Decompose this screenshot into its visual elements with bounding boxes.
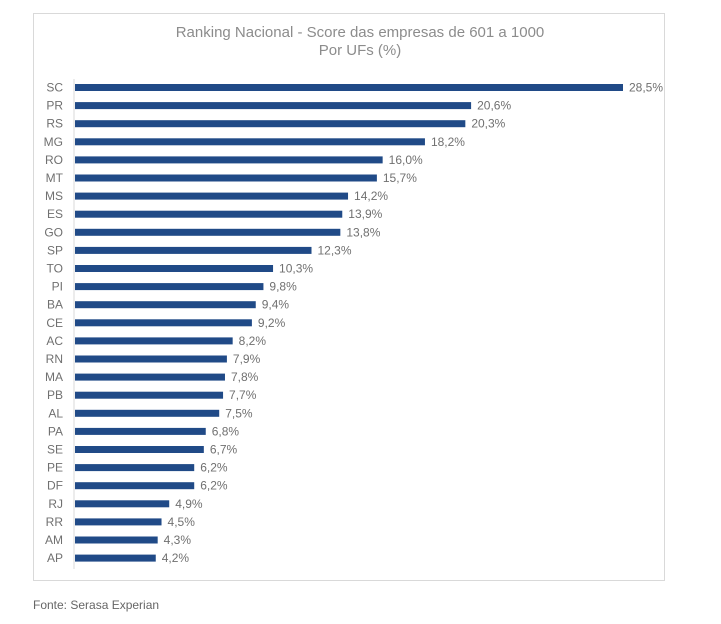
value-label-ba: 9,4% — [262, 298, 290, 312]
bar-df — [75, 482, 195, 490]
bar-al — [75, 409, 220, 417]
category-label-ap: AP — [47, 551, 63, 565]
bar-ce — [75, 319, 252, 327]
bar-pr — [75, 102, 472, 110]
value-label-es: 13,9% — [348, 207, 382, 221]
bar-rs — [75, 120, 466, 128]
bar-es — [75, 210, 343, 218]
value-label-pa: 6,8% — [212, 424, 240, 438]
category-label-al: AL — [48, 406, 63, 420]
source-note: Fonte: Serasa Experian — [33, 598, 160, 612]
bars-layer: SC 28,5% PR 20,6% RS 20,3% MG 18,2% RO 16,0% MT 15,… — [44, 81, 664, 566]
value-label-go: 13,8% — [346, 225, 380, 239]
category-label-go: GO — [44, 225, 63, 239]
category-label-ce: CE — [46, 316, 63, 330]
bar-chart: Ranking Nacional - Score das empresas de… — [44, 24, 664, 569]
category-label-ma: MA — [45, 370, 63, 384]
value-label-am: 4,3% — [164, 533, 192, 547]
bar-rj — [75, 500, 170, 508]
category-label-sc: SC — [46, 81, 63, 95]
category-label-to: TO — [47, 262, 63, 276]
category-label-es: ES — [47, 207, 63, 221]
value-label-df: 6,2% — [200, 479, 228, 493]
category-label-pi: PI — [52, 280, 63, 294]
category-label-ro: RO — [45, 153, 63, 167]
category-label-pb: PB — [47, 388, 63, 402]
value-label-to: 10,3% — [279, 262, 313, 276]
value-label-rn: 7,9% — [233, 352, 261, 366]
bar-rr — [75, 518, 162, 526]
value-label-ma: 7,8% — [231, 370, 259, 384]
chart-frame: Ranking Nacional - Score das empresas de… — [33, 13, 665, 581]
value-label-pi: 9,8% — [269, 280, 297, 294]
chart-title: Ranking Nacional - Score das empresas de… — [176, 24, 545, 41]
bar-sp — [75, 246, 312, 254]
category-label-rs: RS — [46, 117, 63, 131]
value-label-rj: 4,9% — [175, 497, 203, 511]
bar-rn — [75, 355, 227, 363]
category-label-mg: MG — [44, 135, 63, 149]
chart-subtitle: Por UFs (%) — [319, 42, 402, 59]
category-label-rj: RJ — [48, 497, 63, 511]
value-label-rr: 4,5% — [168, 515, 196, 529]
category-label-ba: BA — [47, 298, 63, 312]
bar-pi — [75, 283, 264, 291]
value-label-sc: 28,5% — [629, 81, 663, 95]
bar-ac — [75, 337, 233, 345]
category-label-sp: SP — [47, 243, 63, 257]
value-label-pb: 7,7% — [229, 388, 257, 402]
value-label-pr: 20,6% — [477, 99, 511, 113]
category-label-rr: RR — [46, 515, 64, 529]
bar-ro — [75, 156, 383, 164]
bar-se — [75, 446, 204, 453]
bar-pa — [75, 427, 206, 435]
bar-to — [75, 265, 274, 272]
value-label-ac: 8,2% — [239, 334, 267, 348]
category-label-pe: PE — [47, 461, 63, 475]
category-label-ac: AC — [46, 334, 63, 348]
bar-am — [75, 536, 158, 544]
bar-mt — [75, 174, 377, 182]
bar-pb — [75, 391, 224, 399]
value-label-sp: 12,3% — [318, 243, 352, 257]
value-label-ro: 16,0% — [389, 153, 423, 167]
value-label-rs: 20,3% — [471, 117, 505, 131]
bar-mg — [75, 138, 425, 146]
category-label-rn: RN — [46, 352, 63, 366]
bar-sc — [75, 84, 623, 91]
value-label-se: 6,7% — [210, 443, 238, 457]
value-label-ms: 14,2% — [354, 189, 388, 203]
bar-ba — [75, 301, 256, 309]
bar-go — [75, 228, 341, 236]
bar-ma — [75, 373, 225, 381]
category-label-se: SE — [47, 443, 63, 457]
category-label-df: DF — [47, 479, 63, 493]
value-label-ap: 4,2% — [162, 551, 190, 565]
category-label-pr: PR — [46, 99, 63, 113]
bar-pe — [75, 464, 195, 472]
value-label-pe: 6,2% — [200, 461, 228, 475]
value-label-mg: 18,2% — [431, 135, 465, 149]
category-label-mt: MT — [46, 171, 64, 185]
category-label-pa: PA — [48, 424, 63, 438]
bar-ms — [75, 192, 349, 200]
category-label-am: AM — [45, 533, 63, 547]
category-label-ms: MS — [45, 189, 63, 203]
value-label-al: 7,5% — [225, 406, 253, 420]
bar-ap — [75, 554, 156, 562]
value-label-mt: 15,7% — [383, 171, 417, 185]
value-label-ce: 9,2% — [258, 316, 286, 330]
